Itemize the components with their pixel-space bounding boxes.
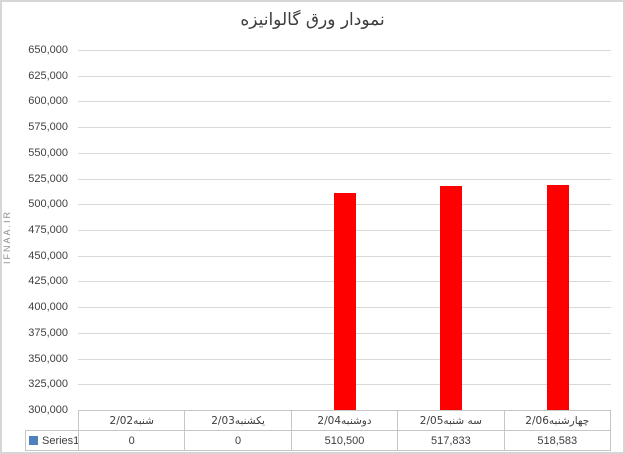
gridline: [78, 178, 611, 180]
y-axis-tick-label: 550,000: [28, 146, 68, 159]
table-value-2: 0: [184, 430, 292, 451]
table-header-category-4: سه شنبه2/05: [397, 410, 505, 431]
bar-3: [333, 193, 356, 410]
y-axis-tick-label: 325,000: [28, 378, 68, 391]
y-axis-tick-label: 350,000: [28, 352, 68, 365]
table-corner-spacer: [26, 411, 79, 431]
table-value-5: 518,583: [503, 430, 612, 451]
table-header-category-5: چهارشنبه2/06: [503, 410, 612, 431]
table-value-1: 0: [77, 430, 186, 451]
series-name: Series1: [42, 434, 79, 447]
y-axis-tick-label: 450,000: [28, 249, 68, 262]
gridline: [78, 50, 611, 51]
table-header-category-2: یکشنبه2/03: [184, 410, 292, 431]
y-axis-tick-label: 525,000: [28, 172, 68, 185]
y-axis-tick-label: 650,000: [28, 44, 68, 56]
bar-4: [440, 185, 463, 410]
gridline: [78, 101, 611, 103]
gridline: [78, 127, 611, 129]
y-axis-tick-label: 500,000: [28, 198, 68, 211]
legend-cell: Series1: [25, 430, 79, 451]
y-axis-tick-label: 475,000: [28, 224, 68, 236]
table-value-3: 510,500: [290, 430, 399, 451]
chart-title: نمودار ورق گالوانیزه: [240, 10, 385, 30]
table-header-category-3: دوشنبه2/04: [290, 410, 399, 431]
gridline: [78, 152, 611, 154]
y-axis-tick-label: 575,000: [28, 121, 68, 134]
table-value-4: 517,833: [397, 430, 505, 451]
data-table-grid: شنبه2/02 یکشنبه2/03 دوشنبه2/04 سه شنبه2/05 چ…: [25, 410, 612, 451]
y-axis-tick-label: 300,000: [28, 404, 68, 416]
y-axis-tick-label: 425,000: [28, 275, 68, 288]
bar-5: [546, 185, 569, 410]
y-axis-tick-label: 400,000: [28, 301, 68, 314]
table-header-category-1: شنبه2/02: [77, 410, 186, 431]
y-axis-tick-label: 375,000: [28, 326, 68, 339]
series1-legend-marker-icon: [29, 435, 38, 445]
y-axis-tick-label: 600,000: [28, 95, 68, 108]
gridline: [78, 75, 611, 77]
y-axis-tick-label: 625,000: [28, 69, 68, 82]
